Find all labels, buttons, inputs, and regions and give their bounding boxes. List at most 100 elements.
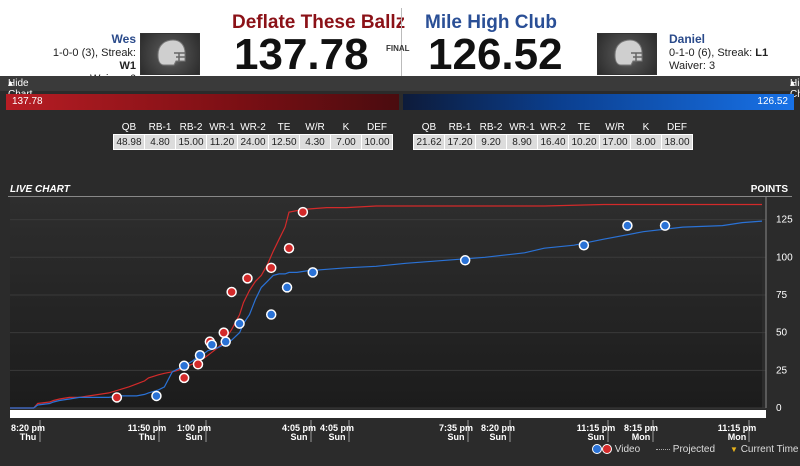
current-time-caret-icon: ▼ [730, 445, 738, 454]
right-team-name[interactable]: Mile High Club [425, 12, 557, 33]
caret-up-icon: ▴ [8, 78, 14, 89]
video-marker [234, 318, 245, 329]
stat-value: 17.20 [444, 134, 476, 150]
score-divider [401, 8, 402, 78]
caret-up-icon: ▴ [790, 78, 796, 89]
scoreboard-header: Wes 1-0-0 (3), Streak: W1 Waiver: 6 Defl… [0, 0, 800, 85]
right-streak-label: Streak: [717, 47, 753, 59]
stat-header-wr-1: WR-1 [509, 121, 535, 133]
stat-header-k: K [342, 121, 350, 133]
day-label: Mon [728, 432, 747, 442]
video-marker [281, 282, 293, 293]
stat-value: 11.20 [206, 134, 238, 150]
stat-header-wr-2: WR-2 [240, 121, 266, 133]
video-red-icon [602, 444, 612, 455]
day-label: Sun [329, 432, 346, 442]
day-label: Sun [291, 432, 308, 442]
stat-header-te: TE [277, 121, 291, 133]
right-score-bar: 126.52 [403, 94, 794, 110]
stat-value: 4.80 [144, 134, 176, 150]
video-marker [220, 336, 231, 347]
stat-header-te: TE [577, 121, 591, 133]
chart-title: LIVE CHART [10, 184, 70, 195]
stat-header-def: DEF [667, 121, 687, 133]
chart-toggle-bar: Hide Chart ▴ ▴ Hide Chart [0, 76, 800, 100]
video-marker [578, 239, 590, 251]
stat-value: 9.20 [475, 134, 507, 150]
right-owner-name[interactable]: Daniel [669, 32, 706, 46]
legend-projected: Projected [656, 444, 715, 455]
y-tick-label: 0 [776, 403, 782, 414]
time-label: 1:00 pm [177, 423, 211, 433]
video-marker [659, 220, 671, 231]
right-streak: L1 [755, 47, 769, 59]
time-label: 11:15 pm [718, 423, 757, 433]
stat-header-def: DEF [367, 121, 387, 133]
time-label: 4:05 pm [320, 423, 354, 433]
time-label: 8:20 pm [481, 423, 515, 433]
legend-video-label: Video [614, 444, 641, 455]
stat-header-rb-1: RB-1 [148, 121, 172, 133]
time-axis-band [10, 410, 766, 418]
day-label: Sun [448, 432, 465, 442]
left-score-bar: 137.78 [6, 94, 399, 110]
legend-video: Video [592, 444, 640, 455]
video-marker [226, 286, 237, 298]
stat-value: 48.98 [113, 134, 145, 150]
time-label: 8:20 pm [11, 423, 45, 433]
right-waiver: 3 [708, 60, 716, 72]
game-status: FINAL [386, 44, 410, 53]
stat-value: 10.00 [361, 134, 393, 150]
video-marker [265, 262, 277, 274]
stat-value: 7.00 [330, 134, 362, 150]
stat-header-k: K [642, 121, 650, 133]
legend-current-label: Current Time [740, 444, 799, 455]
video-marker [297, 206, 309, 218]
left-bar-value: 137.78 [12, 96, 43, 107]
time-label: 11:15 pm [577, 423, 616, 433]
video-marker [307, 267, 319, 278]
video-marker [283, 242, 295, 254]
left-position-stats: QB RB-1 RB-2 WR-1 WR-2 TE W/R K DEF 48.98 4.80 15.0… [113, 120, 393, 150]
stat-header-rb-2: RB-2 [179, 121, 203, 133]
right-record: 0-1-0 (6) [669, 47, 712, 59]
video-marker [178, 372, 190, 384]
left-team-helmet-icon [140, 33, 200, 75]
video-blue-icon [592, 444, 602, 455]
right-team-helmet-icon [597, 33, 657, 75]
left-team-name[interactable]: Deflate These Ballz [232, 12, 406, 33]
right-position-stats: QB RB-1 RB-2 WR-1 WR-2 TE W/R K DEF 21.62 17.20 9.2… [413, 120, 693, 150]
stat-header-wr: W/R [305, 121, 325, 133]
right-owner-info: Daniel 0-1-0 (6), Streak: L1 Waiver: 3 [669, 32, 769, 73]
stat-header-qb: QB [421, 121, 437, 133]
stat-value: 10.20 [568, 134, 600, 150]
time-label: 4:05 pm [282, 423, 316, 433]
stat-value: 24.00 [237, 134, 269, 150]
y-tick-label: 75 [776, 290, 788, 301]
stat-header-wr: W/R [605, 121, 625, 133]
video-marker [218, 327, 229, 338]
stat-value: 17.00 [599, 134, 631, 150]
right-waiver-label: Waiver: [669, 60, 706, 72]
left-owner-name[interactable]: Wes [111, 32, 136, 46]
time-label: 11:50 pm [128, 423, 167, 433]
points-axis-title: POINTS [750, 184, 788, 195]
video-marker [265, 309, 277, 320]
stat-header-rb-1: RB-1 [448, 121, 472, 133]
hide-chart-right-label: Hide Chart [790, 78, 800, 100]
time-label: 7:35 pm [439, 423, 473, 433]
stat-value: 18.00 [661, 134, 693, 150]
left-team-score: 137.78 [234, 30, 369, 79]
time-label: 8:15 pm [624, 423, 658, 433]
stat-value: 16.40 [537, 134, 569, 150]
y-tick-label: 125 [776, 215, 793, 226]
day-label: Sun [588, 432, 605, 442]
y-tick-label: 25 [776, 365, 788, 376]
stat-value: 4.30 [299, 134, 331, 150]
stat-value: 12.50 [268, 134, 300, 150]
stat-header-qb: QB [121, 121, 137, 133]
left-record: 1-0-0 (3) [52, 47, 96, 59]
left-streak: W1 [119, 60, 137, 72]
day-label: Sun [186, 432, 203, 442]
